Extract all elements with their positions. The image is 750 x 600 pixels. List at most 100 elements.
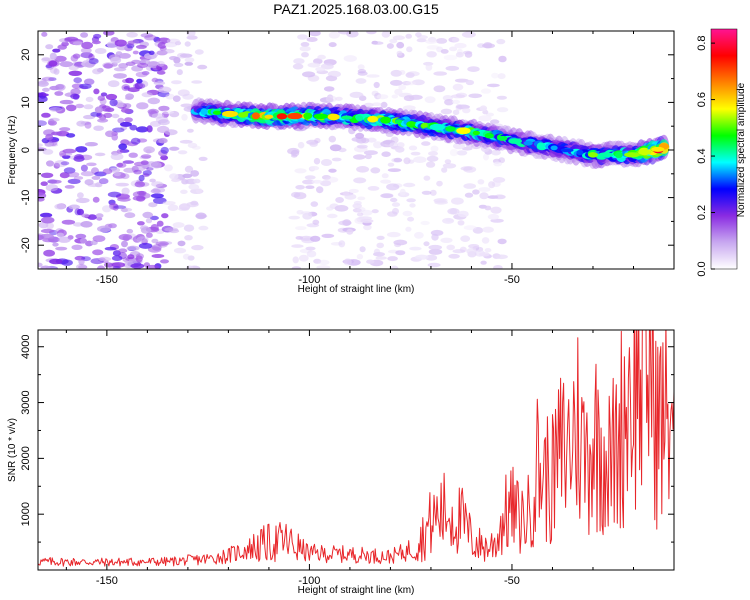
heatmap-noise-cell	[184, 61, 194, 66]
heatmap-noise-cell	[399, 70, 406, 75]
heatmap-noise-cell	[40, 265, 51, 269]
heatmap-noise-cell	[190, 170, 200, 177]
heatmap-noise-cell	[363, 150, 378, 156]
heatmap-noise-cell	[112, 266, 121, 269]
heatmap-noise-cell	[398, 84, 407, 91]
heatmap-noise-cell	[54, 203, 66, 210]
snr-x-label: Height of straight line (km)	[298, 585, 415, 596]
heatmap-noise-cell	[181, 179, 189, 185]
heatmap-noise-cell	[38, 147, 47, 152]
heatmap-noise-cell	[190, 200, 199, 206]
heatmap-noise-cell	[320, 159, 333, 166]
heatmap-noise-cell	[496, 107, 509, 113]
heatmap-ridge-peak	[303, 112, 313, 120]
heatmap-noise-cell	[103, 262, 113, 268]
heatmap-noise-cell	[482, 226, 494, 233]
heatmap-noise-cell	[455, 51, 464, 58]
heatmap-noise-cell	[406, 46, 413, 53]
heatmap-ridge-peak	[212, 110, 222, 115]
heatmap-noise-cell	[45, 44, 54, 50]
heatmap-noise-cell	[363, 102, 374, 108]
y-tick-label: 3000	[20, 390, 32, 414]
heatmap-noise-cell	[417, 35, 428, 40]
heatmap-noise-cell	[75, 103, 85, 109]
heatmap-noise-cell	[126, 245, 140, 251]
heatmap-noise-cell	[150, 224, 159, 231]
heatmap-noise-cell	[452, 83, 464, 91]
heatmap-noise-cell	[65, 104, 77, 112]
heatmap-noise-cell	[472, 227, 484, 234]
heatmap-noise-cell	[188, 184, 200, 190]
heatmap-noise-cell	[38, 80, 48, 85]
heatmap-noise-cell	[98, 256, 112, 262]
heatmap-noise-cell	[136, 102, 149, 110]
heatmap-noise-cell	[472, 189, 480, 195]
heatmap-noise-cell	[74, 208, 81, 216]
heatmap-noise-cell	[75, 197, 90, 204]
heatmap-ridge-peak	[624, 152, 640, 158]
heatmap-noise-cell	[94, 48, 107, 54]
heatmap-noise-cell	[366, 74, 380, 78]
heatmap-noise-cell	[127, 254, 135, 260]
heatmap-noise-cell	[118, 143, 128, 150]
heatmap-noise-cell	[146, 232, 153, 238]
heatmap-noise-cell	[353, 200, 362, 206]
heatmap-noise-cell	[148, 50, 155, 55]
heatmap-noise-cell	[490, 218, 504, 223]
heatmap-noise-cell	[195, 212, 207, 220]
heatmap-noise-cell	[49, 52, 57, 60]
heatmap-noise-cell	[318, 259, 330, 266]
heatmap-noise-cell	[425, 63, 433, 71]
heatmap-ridge-peak	[276, 113, 288, 120]
heatmap-ridge-peak	[576, 149, 584, 156]
heatmap-noise-cell	[49, 107, 63, 112]
heatmap-ridge-peak	[497, 135, 508, 141]
heatmap-noise-cell	[373, 81, 380, 89]
heatmap-noise-cell	[81, 213, 90, 218]
heatmap-noise-cell	[179, 139, 193, 144]
heatmap-noise-cell	[425, 39, 438, 44]
heatmap-noise-cell	[155, 241, 169, 246]
heatmap-noise-cell	[84, 142, 98, 147]
heatmap-noise-cell	[307, 62, 321, 68]
heatmap-noise-cell	[84, 121, 92, 129]
heatmap-noise-cell	[495, 254, 508, 260]
heatmap-noise-cell	[65, 171, 80, 178]
heatmap-noise-cell	[181, 113, 188, 121]
heatmap-noise-cell	[449, 149, 459, 157]
heatmap-noise-cell	[97, 118, 109, 123]
heatmap-noise-cell	[118, 233, 133, 241]
heatmap-noise-cell	[460, 235, 471, 242]
heatmap-noise-cell	[302, 212, 313, 220]
heatmap-noise-cell	[54, 91, 64, 96]
heatmap-ridge-peak	[550, 145, 558, 151]
heatmap-noise-cell	[389, 38, 398, 44]
heatmap-noise-cell	[452, 99, 461, 104]
heatmap-noise-cell	[497, 238, 507, 245]
heatmap-noise-cell	[477, 179, 485, 185]
heatmap-noise-cell	[462, 107, 471, 114]
heatmap-noise-cell	[105, 107, 115, 113]
heatmap-noise-cell	[342, 219, 352, 227]
heatmap-noise-cell	[103, 31, 115, 36]
heatmap-noise-cell	[380, 101, 388, 108]
heatmap-noise-cell	[137, 221, 145, 226]
heatmap-noise-cell	[430, 229, 444, 236]
heatmap-noise-cell	[436, 180, 443, 187]
heatmap-noise-cell	[463, 225, 477, 231]
heatmap-noise-cell	[390, 197, 398, 203]
heatmap-noise-cell	[92, 68, 102, 75]
heatmap-noise-cell	[57, 44, 67, 50]
heatmap-noise-cell	[440, 108, 453, 115]
heatmap-noise-cell	[57, 236, 71, 243]
heatmap-noise-cell	[111, 255, 123, 261]
heatmap-noise-cell	[129, 39, 140, 45]
heatmap-noise-cell	[311, 179, 323, 184]
heatmap-noise-cell	[361, 137, 370, 144]
heatmap-noise-cell	[321, 233, 335, 238]
heatmap-noise-cell	[97, 225, 111, 233]
heatmap-noise-cell	[309, 141, 318, 147]
heatmap-noise-cell	[53, 162, 60, 169]
heatmap-noise-cell	[158, 105, 170, 112]
